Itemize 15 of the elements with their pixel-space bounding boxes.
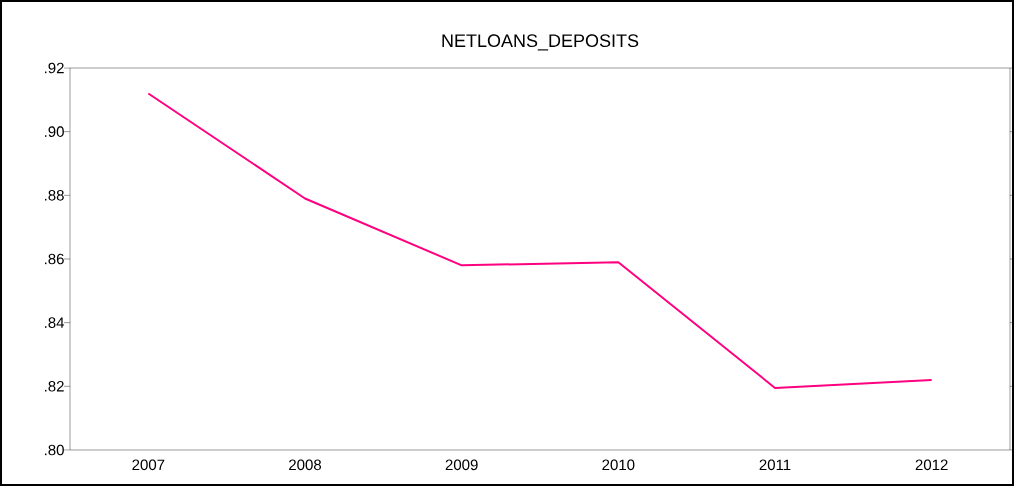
- line-series: [147, 92, 933, 389]
- x-tick-label: 2007: [132, 459, 165, 471]
- y-tick-label: .86: [44, 253, 64, 265]
- x-tick-label: 2009: [445, 459, 478, 471]
- y-tick-label: .90: [44, 126, 64, 137]
- y-tick-label: .88: [44, 190, 64, 201]
- y-tick-label: .84: [44, 317, 65, 328]
- x-tick-label: 2008: [289, 459, 322, 471]
- y-tick-label: .92: [44, 62, 64, 74]
- y-tick-label: .82: [44, 381, 64, 392]
- y-tick-label: .80: [44, 444, 64, 456]
- x-tick-label: 2011: [759, 459, 791, 471]
- chart-title: NETLOANS_DEPOSITS: [442, 34, 639, 51]
- x-tick-label: 2010: [602, 459, 635, 471]
- x-tick-label: 2012: [915, 459, 948, 471]
